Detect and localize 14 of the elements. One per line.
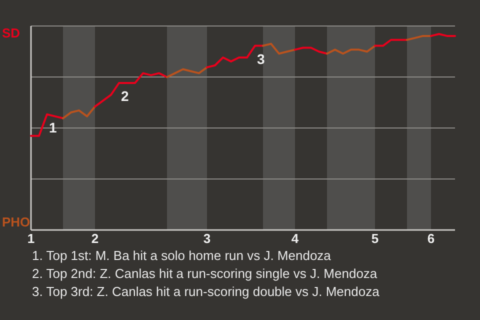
x-tick-label: 1 bbox=[27, 231, 35, 246]
text: SD bbox=[2, 26, 20, 40]
text: 3. Top 3rd: Z. Canlas hit a run-scoring double vs J. Mendoza bbox=[32, 284, 380, 299]
x-tick-label: 6 bbox=[427, 231, 435, 246]
text: 1. Top 1st: M. Ba hit a solo home run vs J. Mendoza bbox=[32, 248, 332, 263]
text: PHO bbox=[2, 214, 30, 230]
x-tick-label: 5 bbox=[371, 231, 379, 246]
annotation: 3 bbox=[257, 50, 265, 67]
annotation: 2 bbox=[121, 88, 129, 104]
text: 2. Top 2nd: Z. Canlas hit a run-scoring single vs J. Mendoza bbox=[32, 266, 378, 281]
x-tick-label: 4 bbox=[291, 231, 300, 246]
x-tick-label: 3 bbox=[203, 231, 211, 246]
annotation: 1 bbox=[49, 119, 57, 136]
x-tick-label: 2 bbox=[91, 231, 99, 246]
